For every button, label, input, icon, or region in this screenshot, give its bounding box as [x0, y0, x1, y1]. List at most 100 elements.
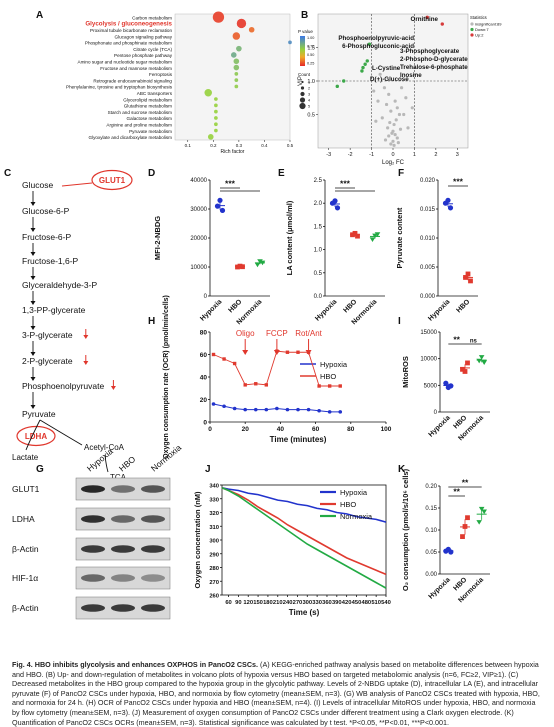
panel-d-y-axis-label: MFI-2-NBDG	[153, 216, 162, 260]
x-tick-label: 240	[283, 600, 293, 606]
y-tick-label: 2.5	[314, 178, 323, 184]
pathway-arrowhead	[30, 352, 36, 356]
panel-a-category-label: Glyoxylate and dicarboxylate metabolism	[89, 135, 173, 140]
panel-b-point-insignificant	[410, 106, 414, 110]
panel-a-category-label: Galactose metabolism	[127, 116, 173, 121]
enzyme-glut1-arrow	[61, 182, 93, 187]
x-tick-label: 80	[347, 426, 355, 433]
x-tick-label: 540	[381, 600, 391, 606]
panel-a-x-tick-label: 0.3	[236, 143, 243, 148]
y-tick-label: 0.000	[420, 294, 436, 300]
pathway-node-lactate: Lactate	[12, 453, 39, 462]
panel-e-dot-plot: 0.0 0.5 1.0 1.5 2.0 2.5 LA content (μmol/ml) Hy…	[285, 178, 385, 326]
y-tick-label: 80	[200, 330, 208, 337]
x-tick-label: 60	[225, 600, 231, 606]
panel-a-bubble	[214, 116, 218, 120]
x-tick-label: 390	[332, 600, 342, 606]
data-point	[237, 263, 243, 269]
series-marker	[232, 361, 237, 366]
significance-label: ***	[453, 177, 464, 187]
x-tick-label: 90	[235, 600, 241, 606]
y-tick-label: 300	[209, 539, 219, 545]
significance-label: ns	[470, 339, 478, 345]
panel-b-point-insignificant	[396, 141, 400, 145]
pathway-arrowhead	[30, 301, 36, 305]
y-tick-label: 0	[434, 410, 438, 416]
data-point	[478, 355, 485, 360]
panel-b-point-insignificant	[393, 133, 397, 137]
blot-protein-label: LDHA	[12, 514, 35, 524]
series-marker	[327, 384, 332, 388]
panel-a-bubble	[234, 84, 239, 89]
enzyme-ldha-ellipse	[16, 425, 56, 447]
blot-protein-label: β-Actin	[12, 603, 39, 613]
panel-a-bubble	[214, 128, 218, 133]
blot-protein-label: β-Actin	[12, 544, 39, 554]
series-marker	[285, 407, 290, 412]
panel-j-line-chart: 60 90 120 150 180 210 240 270 300 330 360 390 420 450…	[193, 484, 391, 618]
data-point	[463, 275, 468, 280]
legend-label: HBO	[320, 372, 336, 381]
branch-arrow-lactate	[25, 419, 41, 451]
x-tick-label: 450	[352, 600, 362, 606]
injection-annotation: Oligo	[236, 329, 255, 338]
panel-b-point-insignificant	[402, 112, 406, 117]
panel-b-point-insignificant	[383, 138, 388, 142]
y-tick-label: 0.020	[420, 178, 436, 184]
panel-a-category-label: Proximal tubule bicarbonate reclamation	[90, 28, 172, 33]
panel-a-bubble	[232, 32, 241, 40]
panel-b-point-down	[367, 42, 372, 46]
blot-band	[141, 604, 165, 612]
panel-a-bubble	[233, 64, 240, 71]
blot-band	[141, 515, 165, 523]
pathway-arrowhead	[30, 377, 36, 381]
series-marker	[327, 410, 332, 414]
series-marker	[338, 410, 343, 414]
panel-b-point-insignificant	[378, 72, 382, 76]
panel-a-legend-count-dot	[300, 86, 305, 90]
panel-a-bubble	[212, 11, 225, 23]
series-marker	[243, 407, 247, 412]
panel-b-point-insignificant	[392, 143, 396, 147]
panel-a-legend-pvalue-tick: 0.25	[307, 62, 314, 66]
legend-label: Normoxia	[340, 512, 373, 521]
blot-band	[141, 545, 165, 553]
x-tick-label: 40	[277, 426, 285, 433]
data-point	[468, 278, 473, 284]
data-point	[460, 366, 465, 372]
data-point	[443, 380, 449, 386]
y-tick-label: 0.15	[425, 506, 437, 512]
y-tick-label: 340	[209, 484, 219, 490]
x-tick-label: 210	[273, 600, 283, 606]
x-tick-label: 270	[293, 600, 303, 606]
panel-b-volcano-chart: -3 -2 -1 0 1 2 3 0.5 1.0 1.5 Log₂ FC VIP Ornithine Ph…	[298, 13, 502, 166]
panel-b-point-down	[363, 62, 367, 66]
down-arrow-head	[83, 335, 89, 339]
series-marker	[275, 406, 279, 411]
data-point	[448, 383, 454, 389]
data-point	[476, 358, 482, 364]
y-tick-label: 310	[209, 525, 219, 531]
panel-a-category-label: Fructose and mannose metabolism	[100, 66, 172, 71]
x-tick-label: 120	[243, 600, 253, 606]
significance-label: **	[462, 478, 469, 488]
y-tick-label: 260	[209, 594, 219, 600]
panel-a-category-label: Glycolysis / gluconeogenesis	[85, 21, 172, 28]
panel-b-legend-item: Down:7	[475, 27, 489, 32]
panel-f-y-axis-label: Pyruvate content	[395, 207, 404, 268]
pathway-arrowhead	[30, 326, 36, 330]
data-point	[460, 534, 465, 539]
panel-a-category-label: Starch and sucrose metabolism	[108, 110, 173, 115]
panel-b-x-tick-label: 2	[434, 152, 437, 158]
panel-a-category-label: Carbon metabolism	[132, 15, 172, 20]
data-point	[465, 515, 470, 521]
x-tick-label: 330	[312, 600, 322, 606]
panel-f-dot-plot: 0.000 0.005 0.010 0.015 0.020 Pyruvate conten…	[395, 177, 478, 323]
x-category-label: HBO	[342, 298, 358, 314]
pathway-arrowhead	[30, 252, 36, 256]
blot-protein-label: GLUT1	[12, 484, 40, 494]
panel-a-bubble	[204, 89, 212, 97]
y-tick-label: 270	[209, 580, 219, 586]
panel-a-bubble	[234, 78, 239, 82]
panel-b-legend-dot	[470, 27, 474, 32]
